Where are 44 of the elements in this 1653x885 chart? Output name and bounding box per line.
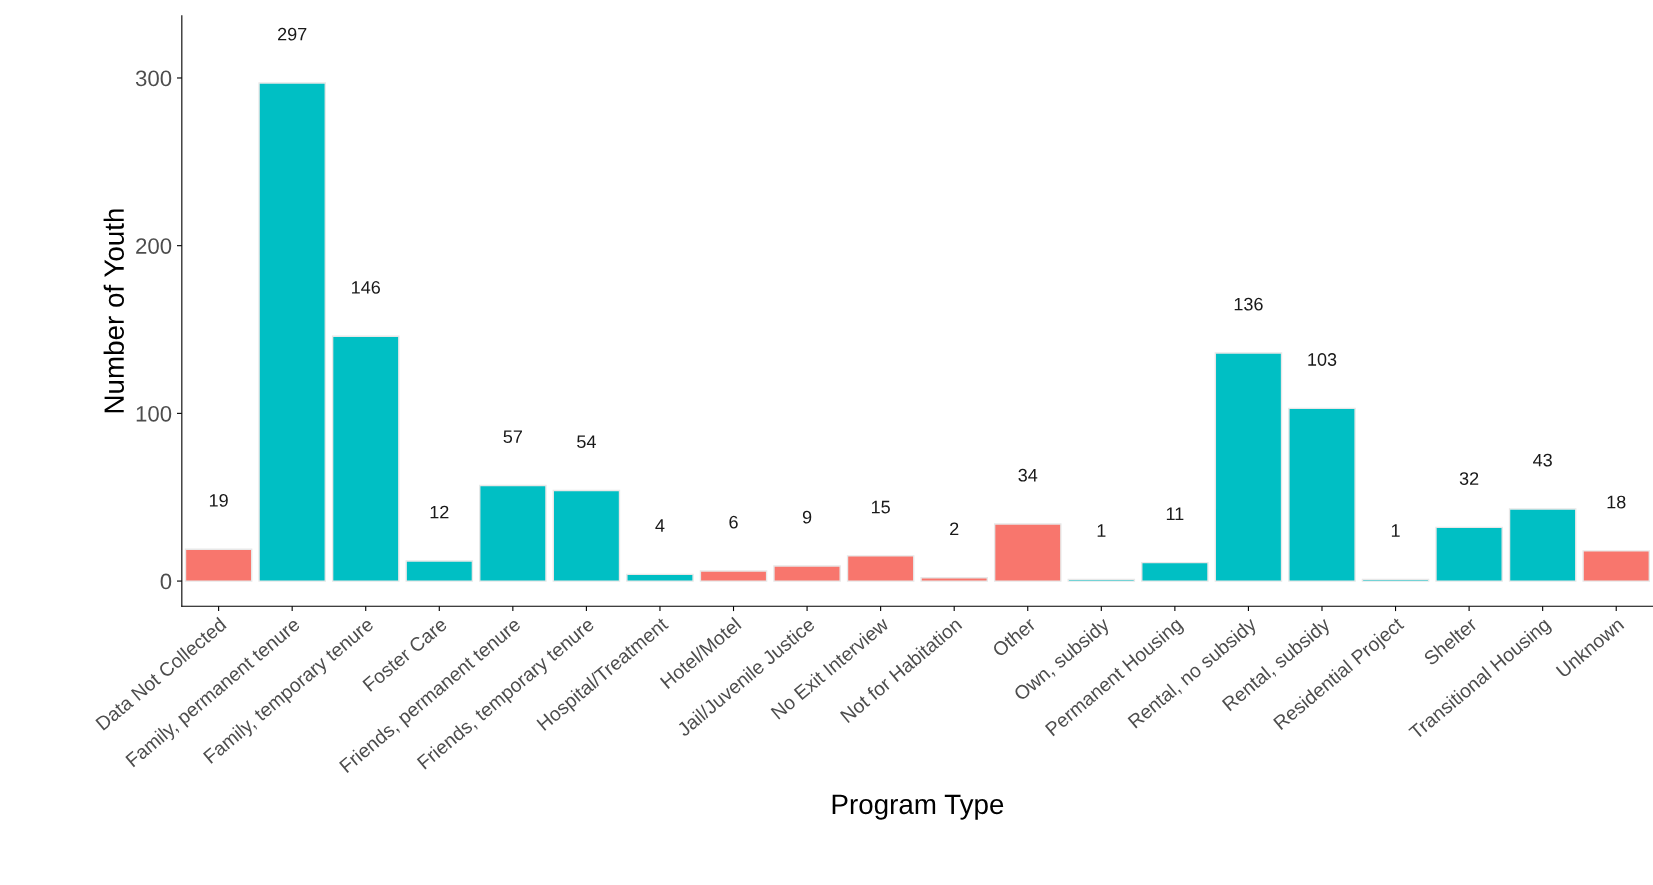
- bar: [1582, 550, 1651, 582]
- bar: [1435, 526, 1503, 582]
- bar: [184, 548, 253, 582]
- data-label: 1: [1391, 524, 1400, 537]
- data-label: 12: [430, 505, 449, 519]
- bar: [552, 489, 621, 582]
- data-label: 4: [655, 519, 665, 532]
- data-label: 34: [1018, 468, 1038, 482]
- data-label: 136: [1234, 297, 1263, 311]
- bar: [993, 523, 1062, 582]
- data-label: 32: [1459, 472, 1479, 485]
- data-label: 9: [802, 510, 812, 524]
- data-label: 15: [871, 500, 890, 514]
- data-label: 57: [503, 430, 522, 444]
- data-label: 6: [729, 515, 738, 529]
- bar: [479, 484, 547, 582]
- data-label: 54: [577, 435, 596, 449]
- bar: [1288, 407, 1356, 582]
- y-tick-label: 300: [135, 70, 172, 87]
- data-label: 103: [1308, 353, 1337, 366]
- data-label: 1: [1097, 524, 1106, 537]
- bar: [920, 577, 988, 582]
- bar: [1141, 561, 1209, 582]
- bar: [773, 565, 841, 582]
- y-tick-label: 200: [136, 238, 172, 254]
- bar: [699, 570, 768, 582]
- data-label: 43: [1533, 453, 1552, 467]
- x-axis-title: Program Type: [832, 794, 1004, 820]
- y-axis-title: Number of Youth: [103, 209, 124, 413]
- bar: [1214, 352, 1283, 582]
- data-label: 11: [1166, 507, 1184, 520]
- bar: [331, 335, 400, 582]
- y-tick-label: 100: [136, 405, 172, 422]
- data-label: 2: [950, 522, 959, 536]
- bar: [258, 82, 326, 582]
- data-label: 146: [352, 280, 380, 294]
- data-label: 297: [278, 27, 307, 41]
- bar: [626, 573, 694, 582]
- bar: [846, 555, 915, 582]
- y-tick-label: 0: [160, 573, 172, 590]
- bar: [1508, 508, 1577, 582]
- bar: [405, 560, 474, 582]
- data-label: 18: [1607, 495, 1626, 509]
- data-label: 19: [209, 493, 228, 507]
